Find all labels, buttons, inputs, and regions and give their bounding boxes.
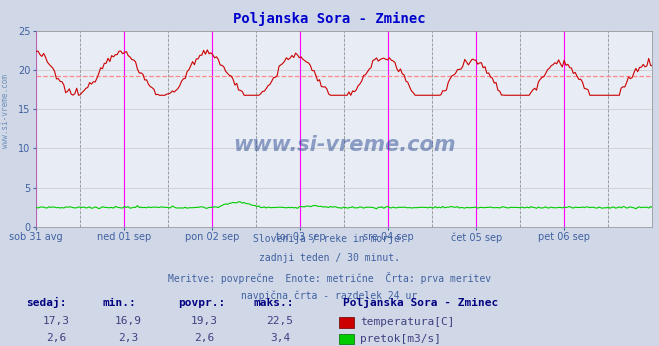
Text: www.si-vreme.com: www.si-vreme.com <box>233 135 455 155</box>
Text: 2,6: 2,6 <box>46 333 66 343</box>
Text: Slovenija / reke in morje.: Slovenija / reke in morje. <box>253 234 406 244</box>
Text: temperatura[C]: temperatura[C] <box>360 318 455 327</box>
Text: 22,5: 22,5 <box>267 316 293 326</box>
Text: Poljanska Sora - Zminec: Poljanska Sora - Zminec <box>233 12 426 26</box>
Text: www.si-vreme.com: www.si-vreme.com <box>1 74 10 148</box>
Text: 19,3: 19,3 <box>191 316 217 326</box>
Text: pretok[m3/s]: pretok[m3/s] <box>360 334 442 344</box>
Text: 2,6: 2,6 <box>194 333 214 343</box>
Text: 17,3: 17,3 <box>43 316 69 326</box>
Text: Poljanska Sora - Zminec: Poljanska Sora - Zminec <box>343 297 498 308</box>
Text: 16,9: 16,9 <box>115 316 142 326</box>
Text: povpr.:: povpr.: <box>178 298 225 308</box>
Text: sedaj:: sedaj: <box>26 297 67 308</box>
Text: navpična črta - razdelek 24 ur: navpična črta - razdelek 24 ur <box>241 291 418 301</box>
Text: min.:: min.: <box>102 298 136 308</box>
Text: 3,4: 3,4 <box>270 333 290 343</box>
Text: 2,3: 2,3 <box>119 333 138 343</box>
Text: zadnji teden / 30 minut.: zadnji teden / 30 minut. <box>259 253 400 263</box>
Text: maks.:: maks.: <box>254 298 294 308</box>
Text: Meritve: povprečne  Enote: metrične  Črta: prva meritev: Meritve: povprečne Enote: metrične Črta:… <box>168 272 491 284</box>
